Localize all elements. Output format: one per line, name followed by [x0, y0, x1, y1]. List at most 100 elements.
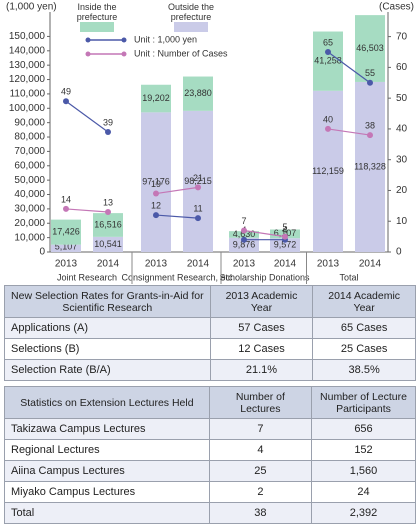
cell: 152 — [311, 439, 416, 461]
line — [243, 229, 286, 238]
point — [325, 125, 331, 132]
bar-segment — [270, 238, 300, 252]
x-tick-label: 2013 — [55, 259, 78, 270]
data-label: 10,541 — [94, 239, 122, 249]
legend-marker — [121, 51, 127, 57]
cell: Takizawa Campus Lectures — [4, 418, 210, 440]
cell: 38 — [208, 502, 313, 524]
y-tick-label: 110,000 — [10, 89, 46, 100]
line — [327, 128, 371, 136]
line — [65, 100, 109, 133]
legend-label: Outside the prefecture — [167, 2, 215, 22]
data-label: 112,159 — [312, 166, 344, 176]
row: Takizawa Campus Lectures 7 656 — [4, 418, 416, 440]
data-label: 40 — [323, 114, 333, 124]
header-row: New Selection Rates for Grants-in-Aid fo… — [4, 285, 416, 318]
y-tick-label: 100,000 — [9, 103, 46, 114]
bar-segment — [355, 15, 385, 82]
point — [367, 132, 373, 139]
data-label: 12 — [151, 200, 161, 210]
bar-segment — [229, 231, 259, 238]
cell: 65 Cases — [312, 317, 416, 339]
data-label: 5 — [282, 222, 287, 232]
y-tick-label: 40,000 — [14, 189, 45, 200]
header-row: Statistics on Extension Lectures Held Num… — [4, 386, 416, 419]
data-label: 65 — [323, 37, 333, 47]
cell: 2 — [208, 481, 313, 503]
group-label: Total — [339, 272, 358, 282]
data-label: 23,880 — [184, 88, 212, 98]
y2-tick-label: 70 — [396, 31, 408, 42]
bar-segment — [141, 84, 171, 113]
data-label: 13 — [103, 197, 113, 207]
data-label: 19 — [151, 179, 161, 189]
bar-segment — [51, 219, 81, 245]
line — [155, 186, 199, 195]
bar-segment — [93, 236, 123, 252]
legend-marker — [121, 37, 127, 43]
cell: Selections (B) — [4, 338, 211, 360]
point — [63, 98, 69, 105]
y2-tick-label: 0 — [396, 247, 402, 258]
y2-tick-label: 30 — [396, 154, 408, 165]
cell: 2,392 — [311, 502, 416, 524]
x-tick-label: 2014 — [187, 259, 210, 270]
group-label: Joint Research — [57, 272, 117, 282]
y2-tick-label: 40 — [396, 124, 408, 135]
y2-tick-label: 60 — [396, 62, 408, 73]
data-label: 14 — [61, 194, 71, 204]
data-label: 46,503 — [356, 43, 384, 53]
x-tick-label: 2014 — [359, 259, 382, 270]
row: Regional Lectures 4 152 — [4, 439, 416, 461]
data-label: 98,215 — [184, 176, 212, 186]
point — [195, 184, 201, 191]
cell: 656 — [311, 418, 416, 440]
bar-segment — [93, 213, 123, 237]
point — [105, 129, 111, 135]
data-label: 19,202 — [142, 93, 170, 103]
y-tick-label: 120,000 — [9, 74, 46, 85]
row: Applications (A) 57 Cases 65 Cases — [4, 317, 416, 339]
bar-segment — [313, 90, 343, 252]
bar-segment — [183, 110, 213, 252]
cell: Applications (A) — [4, 317, 211, 339]
point — [105, 209, 111, 215]
data-label: 38 — [365, 120, 375, 130]
cell: 25 Cases — [312, 338, 416, 360]
row: Total 38 2,392 — [4, 502, 416, 524]
y-tick-label: 70,000 — [14, 146, 45, 157]
data-label: 41,258 — [314, 56, 342, 66]
cell: Selection Rate (B/A) — [4, 359, 211, 381]
data-label: 6,107 — [274, 228, 297, 238]
cell: 57 Cases — [209, 317, 314, 339]
x-tick-label: 2013 — [145, 259, 168, 270]
y-tick-label: 10,000 — [14, 232, 45, 243]
selection-table: New Selection Rates for Grants-in-Aid fo… — [4, 285, 416, 381]
chart: (1,000 yen) (Cases) Unit : 1,000 yen Unit… — [6, 2, 414, 284]
cell: Aiina Campus Lectures — [4, 460, 210, 482]
group-label: Consignment Research, etc — [121, 272, 233, 282]
data-label: 21 — [193, 173, 203, 183]
bar-segment — [229, 237, 259, 252]
cell: 12 Cases — [209, 338, 314, 360]
header-cell: Number of Lectures — [208, 386, 313, 419]
data-label: 7 — [241, 216, 246, 226]
data-label: 55 — [365, 68, 375, 78]
data-label: 4,630 — [233, 229, 256, 239]
y-tick-label: 20,000 — [14, 218, 45, 229]
x-tick-label: 2013 — [317, 259, 340, 270]
row: Selections (B) 12 Cases 25 Cases — [4, 338, 416, 360]
y2-axis-label: (Cases) — [379, 2, 414, 13]
header-cell: Statistics on Extension Lectures Held — [4, 386, 210, 419]
bar-segment — [51, 244, 81, 252]
y-tick-label: 60,000 — [14, 160, 45, 171]
data-label: 16,516 — [94, 219, 122, 229]
data-label: 97,176 — [142, 177, 170, 187]
cell: 24 — [311, 481, 416, 503]
y-tick-label: 150,000 — [9, 31, 46, 42]
y2-tick-label: 10 — [396, 216, 408, 227]
y-tick-label: 50,000 — [14, 175, 45, 186]
y-tick-label: 130,000 — [9, 60, 46, 71]
legend-marker — [85, 51, 91, 57]
legend-marker — [85, 37, 91, 43]
